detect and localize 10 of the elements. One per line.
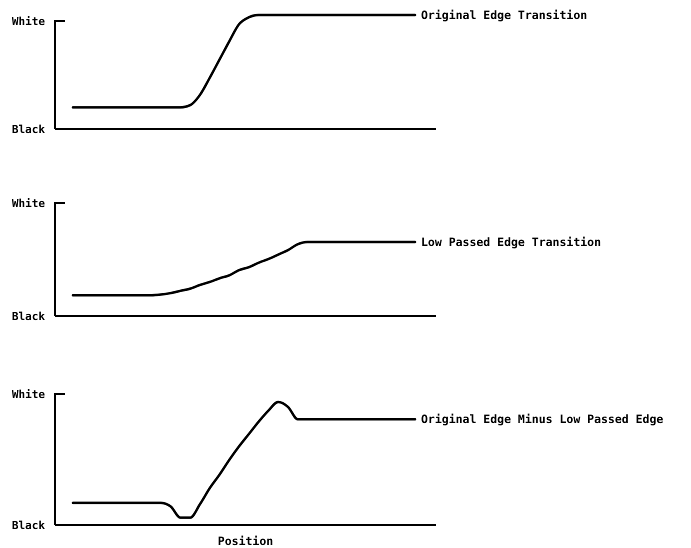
text: Black [12,122,46,136]
text: Black [12,310,46,323]
text: White [12,196,46,210]
series-label: Original Edge Minus Low Passed Edge [421,412,664,426]
text: Black [12,518,46,532]
x-axis-title: Position [218,534,274,548]
text: White [12,14,46,28]
series-label: Low Passed Edge Transition [421,235,602,250]
series-label: Original Edge Transition [421,8,588,22]
text: White [12,388,46,401]
